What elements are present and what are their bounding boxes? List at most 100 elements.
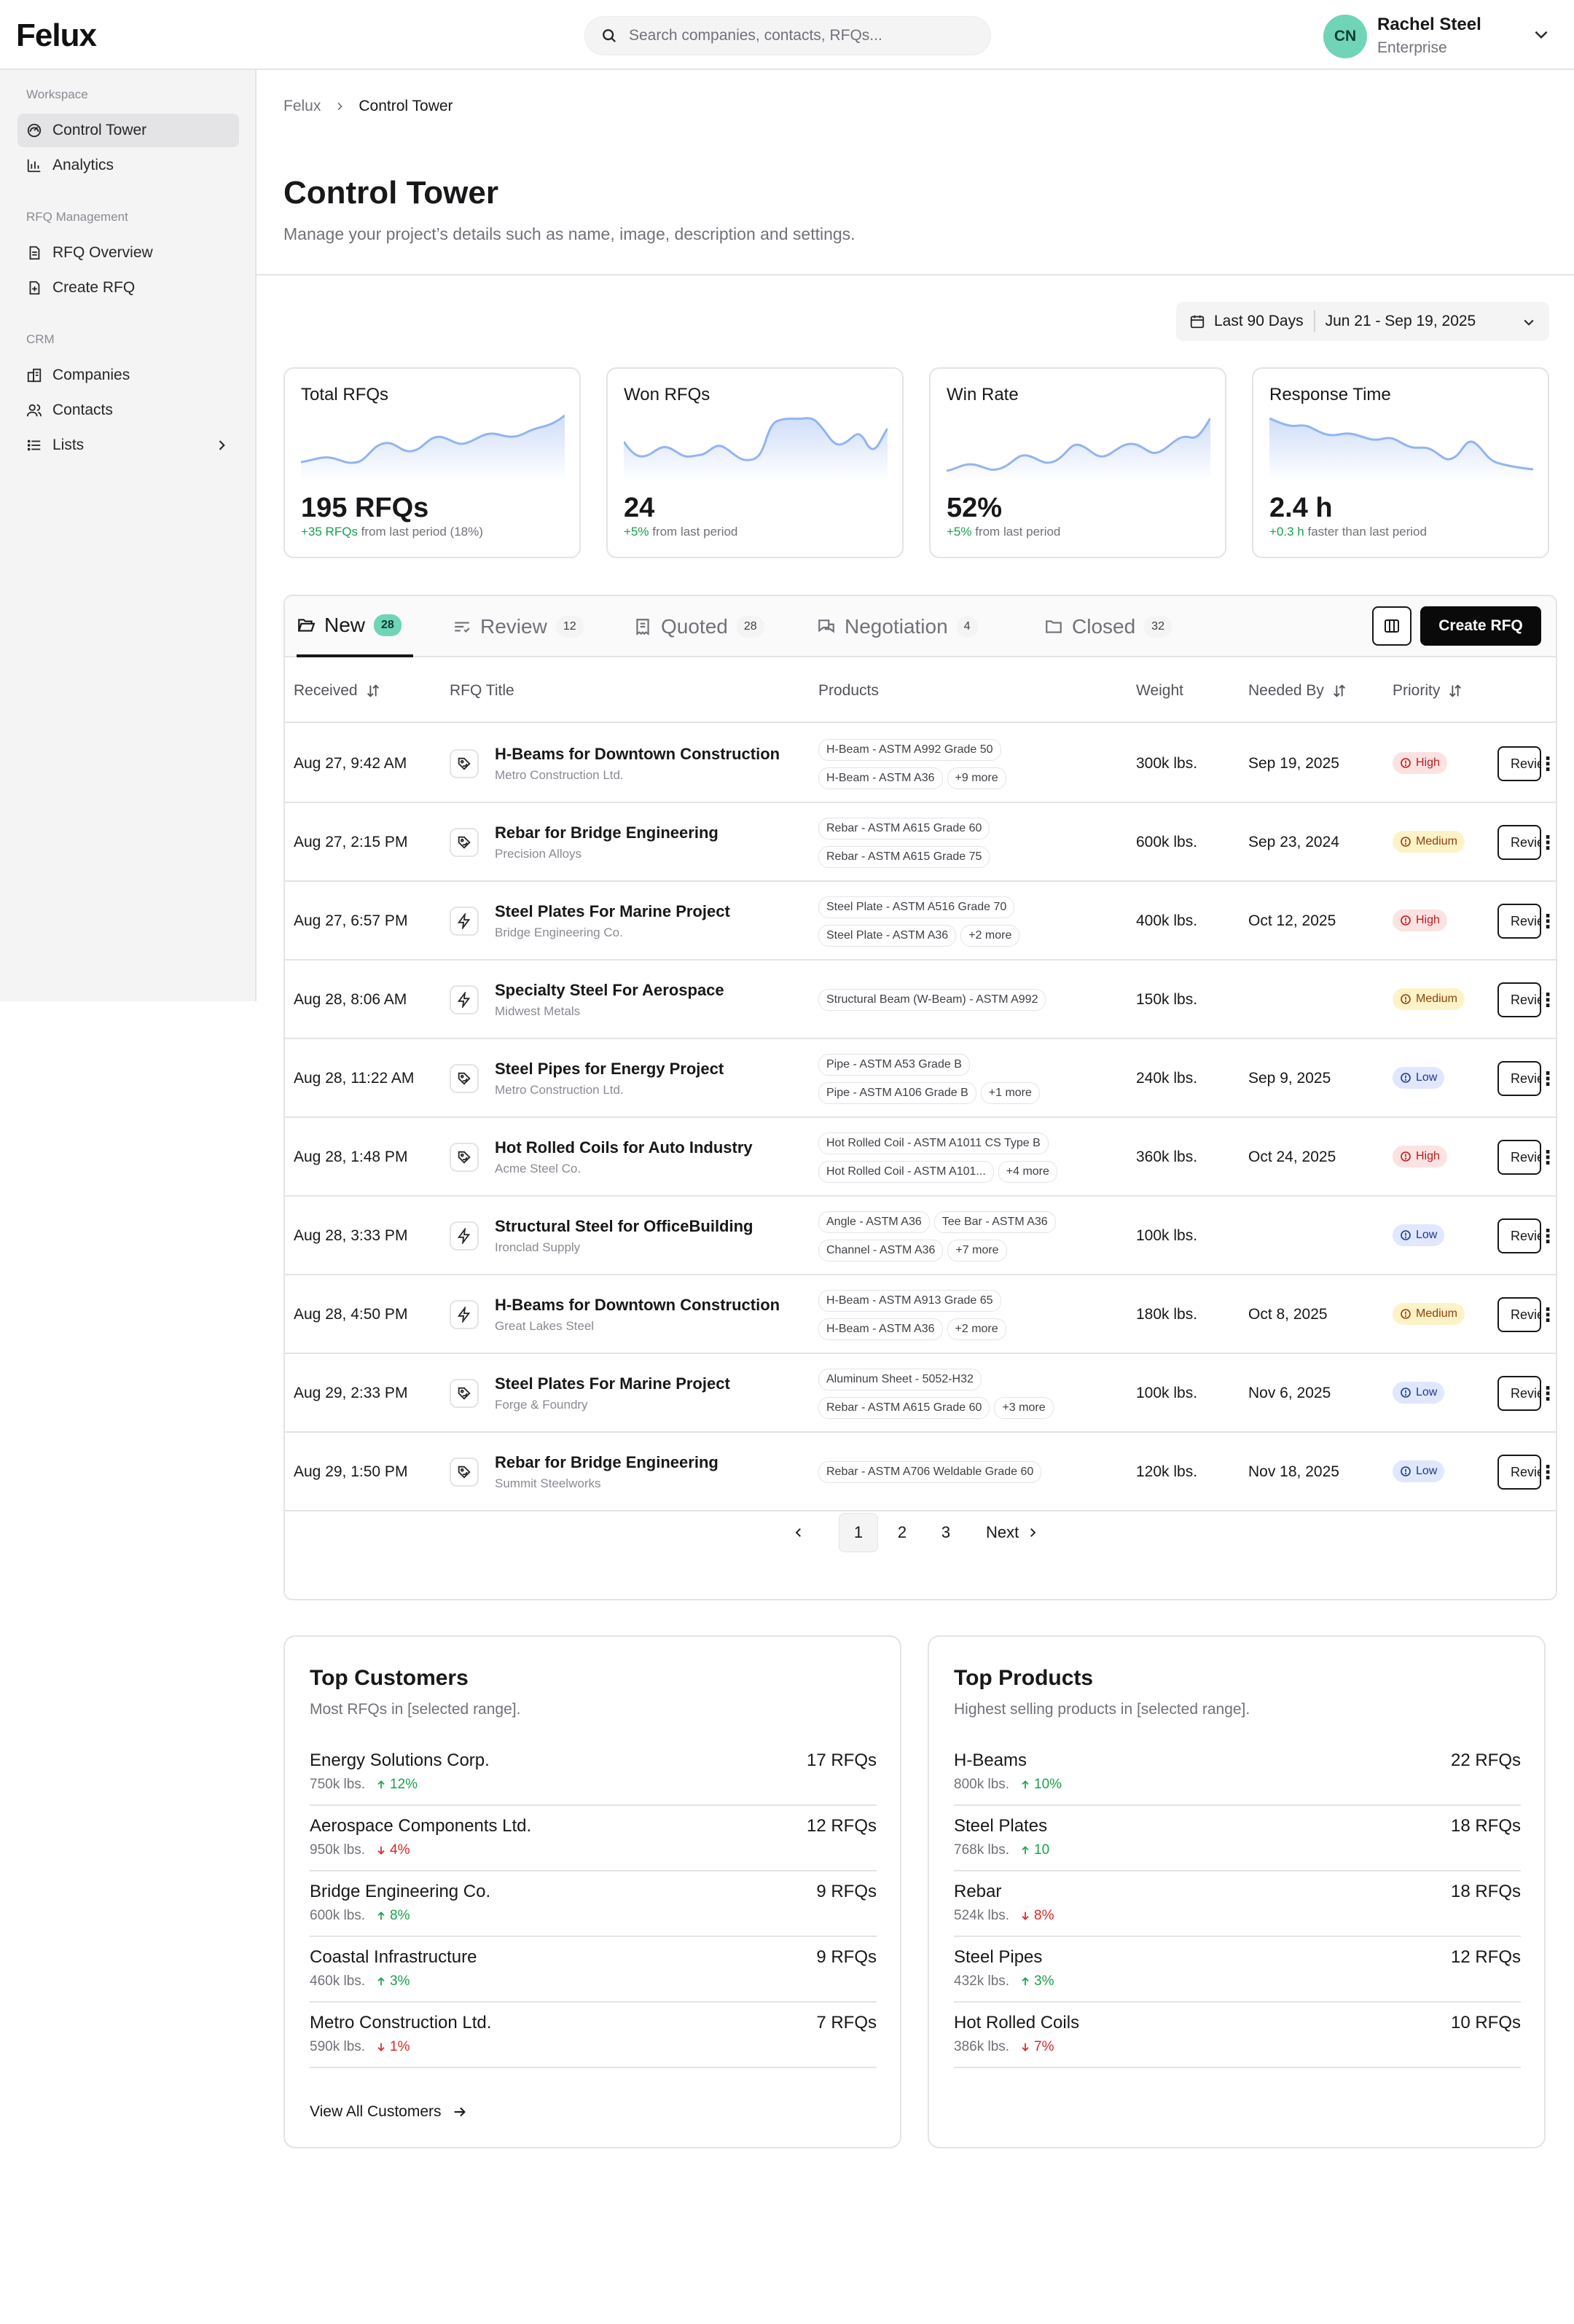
rfq-title[interactable]: Rebar for Bridge Engineering	[495, 823, 719, 842]
more-options-icon[interactable]: ⋮	[1538, 751, 1556, 777]
search-input[interactable]: Search companies, contacts, RFQs...	[584, 16, 991, 55]
review-button[interactable]: Review	[1497, 1376, 1541, 1411]
sidebar-item-rfq-overview[interactable]: RFQ Overview	[17, 236, 239, 270]
more-products-badge[interactable]: +3 more	[994, 1397, 1054, 1419]
kpi-change: +5% from last period	[947, 525, 1060, 539]
more-products-badge[interactable]: +4 more	[998, 1161, 1057, 1183]
ranked-list-item[interactable]: Bridge Engineering Co. 9 RFQs 600k lbs. 8%	[310, 1871, 877, 1937]
rfq-title[interactable]: Structural Steel for OfficeBuilding	[495, 1217, 753, 1235]
review-button[interactable]: Review	[1497, 825, 1541, 860]
next-page-button[interactable]: Next	[986, 1513, 1039, 1552]
more-products-badge[interactable]: +2 more	[960, 925, 1020, 947]
tab-negotiation[interactable]: Negotiation 4	[817, 596, 978, 657]
sort-icon[interactable]	[1331, 683, 1347, 699]
more-products-badge[interactable]: +1 more	[980, 1082, 1040, 1104]
create-rfq-button[interactable]: Create RFQ	[1420, 606, 1541, 646]
item-name: Steel Pipes	[954, 1947, 1043, 1967]
ranked-list-item[interactable]: Energy Solutions Corp. 17 RFQs 750k lbs. 12…	[310, 1740, 877, 1806]
sidebar-item-control-tower[interactable]: Control Tower	[17, 114, 239, 147]
ranked-list-item[interactable]: Steel Pipes 12 RFQs 432k lbs. 3%	[954, 1937, 1521, 2003]
review-button[interactable]: Review	[1497, 1140, 1541, 1175]
table-row[interactable]: Aug 27, 6:57 PM Steel Plates For Marine P…	[285, 882, 1556, 960]
table-row[interactable]: Aug 28, 1:48 PM Hot Rolled Coils for Auto…	[285, 1118, 1556, 1197]
rfq-title[interactable]: Rebar for Bridge Engineering	[495, 1453, 719, 1471]
product-pill: Steel Plate - ASTM A516 Grade 70	[818, 896, 1015, 918]
ranked-list-item[interactable]: H-Beams 22 RFQs 800k lbs. 10%	[954, 1740, 1521, 1806]
column-received[interactable]: Received	[294, 682, 381, 700]
sort-icon[interactable]	[365, 683, 381, 699]
more-products-badge[interactable]: +9 more	[947, 767, 1006, 789]
chevron-down-icon[interactable]	[1522, 315, 1536, 329]
rfq-title[interactable]: Steel Plates For Marine Project	[495, 1374, 730, 1393]
rfq-title[interactable]: Specialty Steel For Aerospace	[495, 981, 724, 999]
more-products-badge[interactable]: +7 more	[947, 1240, 1007, 1261]
table-row[interactable]: Aug 27, 2:15 PM Rebar for Bridge Engineer…	[285, 803, 1556, 882]
ranked-list-item[interactable]: Rebar 18 RFQs 524k lbs. 8%	[954, 1871, 1521, 1937]
review-button[interactable]: Review	[1497, 904, 1541, 939]
breadcrumb-root[interactable]: Felux	[283, 98, 321, 114]
more-options-icon[interactable]: ⋮	[1538, 1302, 1556, 1328]
date-range-picker[interactable]: Last 90 Days Jun 21 - Sep 19, 2025	[1176, 302, 1549, 341]
table-row[interactable]: Aug 28, 11:22 AM Steel Pipes for Energy P…	[285, 1039, 1556, 1118]
sidebar-item-create-rfq[interactable]: Create RFQ	[17, 271, 239, 305]
column-priority[interactable]: Priority	[1393, 682, 1463, 700]
tab-review[interactable]: Review 12	[453, 596, 584, 657]
sidebar-item-lists[interactable]: Lists	[17, 429, 239, 462]
ranked-list-item[interactable]: Aerospace Components Ltd. 12 RFQs 950k lbs…	[310, 1806, 877, 1871]
sidebar-item-analytics[interactable]: Analytics	[17, 149, 239, 182]
logo[interactable]: Felux	[16, 17, 97, 53]
more-options-icon[interactable]: ⋮	[1538, 987, 1556, 1013]
page-button-2[interactable]: 2	[897, 1523, 907, 1541]
table-row[interactable]: Aug 27, 9:42 AM H-Beams for Downtown Cons…	[285, 724, 1556, 803]
rfq-title[interactable]: H-Beams for Downtown Construction	[495, 1296, 780, 1314]
tab-new[interactable]: New 28	[297, 596, 413, 657]
rfq-title[interactable]: Steel Pipes for Energy Project	[495, 1060, 724, 1078]
rfq-title[interactable]: Hot Rolled Coils for Auto Industry	[495, 1138, 753, 1157]
more-products-badge[interactable]: +2 more	[947, 1318, 1006, 1340]
review-button[interactable]: Review	[1497, 1297, 1541, 1332]
sidebar-item-contacts[interactable]: Contacts	[17, 394, 239, 427]
table-row[interactable]: Aug 29, 1:50 PM Rebar for Bridge Engineer…	[285, 1433, 1556, 1511]
table-row[interactable]: Aug 28, 3:33 PM Structural Steel for Offi…	[285, 1197, 1556, 1275]
table-row[interactable]: Aug 29, 2:33 PM Steel Plates For Marine P…	[285, 1354, 1556, 1433]
user-menu[interactable]: CN Rachel Steel Enterprise	[1323, 12, 1564, 58]
ranked-list-item[interactable]: Steel Plates 18 RFQs 768k lbs. 10	[954, 1806, 1521, 1871]
review-button[interactable]: Review	[1497, 982, 1541, 1017]
chevron-right-icon[interactable]	[214, 438, 229, 453]
prev-page-button[interactable]	[779, 1513, 818, 1552]
kpi-card-win-rate: Win Rate 52% +5% from last period	[929, 367, 1226, 558]
view-all-customers-link[interactable]: View All Customers	[310, 2103, 468, 2121]
review-button[interactable]: Review	[1497, 1061, 1541, 1096]
tab-closed[interactable]: Closed 32	[1044, 596, 1172, 657]
more-options-icon[interactable]: ⋮	[1538, 1144, 1556, 1170]
rfq-title[interactable]: H-Beams for Downtown Construction	[495, 745, 780, 763]
table-row[interactable]: Aug 28, 4:50 PM H-Beams for Downtown Cons…	[285, 1275, 1556, 1354]
pagination: 1 2 3 Next	[285, 1509, 1556, 1552]
more-options-icon[interactable]: ⋮	[1538, 908, 1556, 934]
tab-quoted[interactable]: Quoted 28	[633, 596, 764, 657]
more-options-icon[interactable]: ⋮	[1538, 829, 1556, 856]
page-button-3[interactable]: 3	[941, 1523, 951, 1541]
rfq-title[interactable]: Steel Plates For Marine Project	[495, 902, 730, 920]
more-options-icon[interactable]: ⋮	[1538, 1065, 1556, 1092]
item-name: Rebar	[954, 1882, 1002, 1901]
column-needed-by[interactable]: Needed By	[1248, 682, 1347, 700]
review-button[interactable]: Review	[1497, 1455, 1541, 1490]
ranked-list-item[interactable]: Hot Rolled Coils 10 RFQs 386k lbs. 7%	[954, 2003, 1521, 2068]
more-options-icon[interactable]: ⋮	[1538, 1459, 1556, 1485]
item-rfq-count: 18 RFQs	[1450, 1882, 1521, 1901]
ranked-list-item[interactable]: Coastal Infrastructure 9 RFQs 460k lbs. 3%	[310, 1937, 877, 2003]
review-button[interactable]: Review	[1497, 1218, 1541, 1253]
table-row[interactable]: Aug 28, 8:06 AM Specialty Steel For Aeros…	[285, 960, 1556, 1039]
chevron-down-icon[interactable]	[1532, 25, 1551, 44]
ranked-list-item[interactable]: Metro Construction Ltd. 7 RFQs 590k lbs. 1%	[310, 2003, 877, 2068]
review-button[interactable]: Review	[1497, 746, 1541, 781]
page-button-1[interactable]: 1	[839, 1513, 878, 1552]
sidebar-item-companies[interactable]: Companies	[17, 359, 239, 392]
more-options-icon[interactable]: ⋮	[1538, 1380, 1556, 1406]
more-options-icon[interactable]: ⋮	[1538, 1223, 1556, 1249]
kpi-change-value: +35 RFQs	[301, 525, 358, 539]
kpi-title: Won RFQs	[624, 385, 710, 404]
sort-icon[interactable]	[1447, 683, 1463, 699]
columns-button[interactable]	[1372, 606, 1411, 646]
